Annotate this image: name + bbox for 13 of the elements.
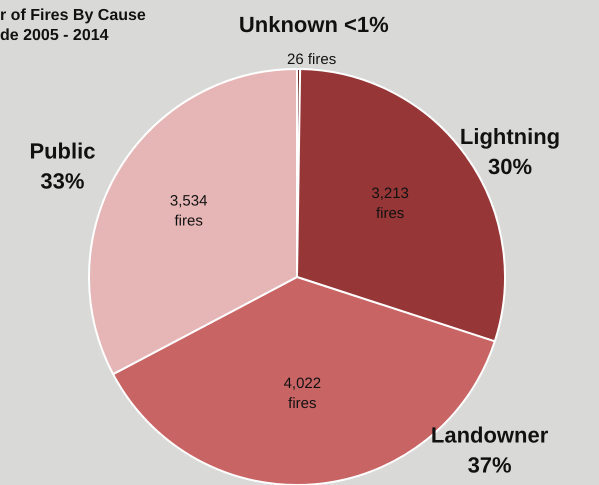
category-label: Unknown <1% [238,12,389,38]
text: 37% [468,452,512,478]
data-label: 4,022 fires [284,375,322,412]
chart-title: r of Fires By Cause [0,6,146,26]
chart-subtitle: de 2005 - 2014 [0,26,110,46]
data-label: 3,534 fires [170,192,208,230]
text: 33% [40,168,84,194]
slice-label: Lightning [460,124,560,150]
text: 30% [488,154,532,180]
slice-label: Public [29,138,96,164]
data-label: 26 fires [287,51,336,68]
slice-label: Landowner [430,422,549,448]
data-label: 3,213 fires [371,184,409,222]
